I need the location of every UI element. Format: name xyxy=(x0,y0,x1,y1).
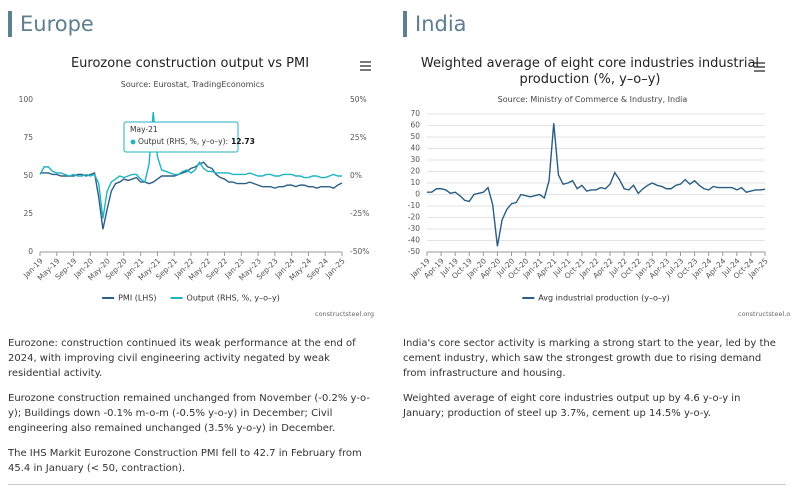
europe-panel: 0 25 50 75 100 -50% -25% 0% 25% 50% Jan-19 May-19 Se… xyxy=(0,0,385,480)
chart: -50-40-30-20-10010203040506070Jan-19Apr-… xyxy=(408,62,790,318)
chart: 0255075100-50%-25%0%25%50%Jan-19May-19Se… xyxy=(19,61,374,318)
y-tick-label: -50 xyxy=(408,247,420,256)
y-tick-label: -30 xyxy=(408,224,420,233)
y2-tick-label: 25% xyxy=(350,133,367,142)
tooltip-box xyxy=(123,121,239,153)
tooltip-dot xyxy=(130,139,136,145)
tooltip-label: Output (RHS, %, y–o–y): xyxy=(138,137,228,146)
paragraph: Eurozone construction remained unchanged… xyxy=(8,393,370,434)
y-tick-label: 75 xyxy=(23,133,33,142)
section-heading: India xyxy=(403,11,467,37)
line-series xyxy=(40,161,343,230)
y-tick-label: 0 xyxy=(28,247,33,256)
india-panel: -50 -40 -30 -20 -10 0 10 20 30 40 50 60 70 Jan-19 Apr-… xyxy=(395,0,790,480)
y-tick-label: 60 xyxy=(410,121,420,130)
legend: PMI (LHS) Output (RHS, %, y–o–y) xyxy=(102,294,280,303)
y-tick-label: 50 xyxy=(23,171,33,180)
y2-tick-label: -25% xyxy=(350,209,369,218)
y-tick-label: 10 xyxy=(410,178,420,187)
paragraph: Eurozone: construction continued its wea… xyxy=(8,338,356,379)
credit: constructsteel.org xyxy=(738,310,790,318)
paragraph: The IHS Markit Eurozone Construction PMI… xyxy=(8,448,362,474)
legend-label: PMI (LHS) xyxy=(118,294,156,303)
paragraph: Weighted average of eight core industrie… xyxy=(403,393,741,419)
chart-title: Weighted average of eight core industrie… xyxy=(420,56,760,87)
tooltip: May-21 Output (RHS, %, y–o–y): 12.73 xyxy=(123,121,255,153)
y-tick-label: 25 xyxy=(23,209,33,218)
legend-label: Output (RHS, %, y–o–y) xyxy=(187,294,280,303)
y2-tick-label: -50% xyxy=(350,247,369,256)
legend: Avg industrial production (y–o–y) xyxy=(522,294,670,303)
line-series xyxy=(427,123,766,247)
paragraph: India's core sector activity is marking … xyxy=(403,338,776,379)
tooltip-title: May-21 xyxy=(130,125,158,134)
y-tick-label: -40 xyxy=(408,236,420,245)
text-block: India's core sector activity is marking … xyxy=(403,336,778,431)
chart-subtitle: Source: Ministry of Commerce & Industry,… xyxy=(497,95,688,104)
y2-tick-label: 0% xyxy=(350,171,362,180)
chart-subtitle: Source: Eurostat, TradingEconomics xyxy=(120,80,265,89)
y-tick-label: -10 xyxy=(408,201,420,210)
line-series xyxy=(39,112,342,219)
chart-title: Eurozone construction output vs PMI xyxy=(70,56,310,71)
credit: constructsteel.org xyxy=(315,310,374,318)
section-heading: Europe xyxy=(8,11,94,37)
tooltip-value: 12.73 xyxy=(231,137,255,146)
text-block: Eurozone: construction continued its wea… xyxy=(8,336,380,486)
y-tick-label: 40 xyxy=(410,144,420,153)
y-tick-label: 100 xyxy=(19,95,34,104)
y-tick-label: 30 xyxy=(410,155,420,164)
y-tick-label: 50 xyxy=(410,132,420,141)
divider xyxy=(8,484,786,485)
y-tick-label: 70 xyxy=(410,109,420,118)
y-tick-label: 20 xyxy=(410,167,420,176)
y-tick-label: 0 xyxy=(415,190,420,199)
y-tick-label: -20 xyxy=(408,213,420,222)
legend-label: Avg industrial production (y–o–y) xyxy=(538,294,669,303)
y2-tick-label: 50% xyxy=(350,95,367,104)
